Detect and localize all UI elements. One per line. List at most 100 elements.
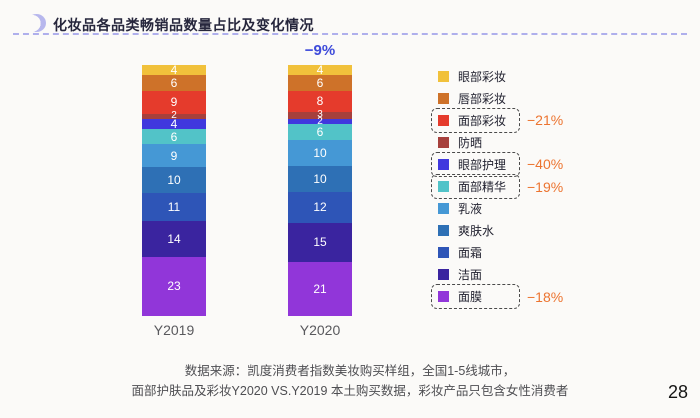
legend-item-face-cream: 面霜: [431, 242, 563, 264]
legend-swatch-lotion: [438, 203, 449, 215]
legend-box-eye-makeup: 眼部彩妆: [431, 64, 520, 89]
legend-swatch-face-mask: [438, 291, 449, 303]
bar-value-label: 23: [167, 279, 181, 294]
bar-value-label: 10: [167, 173, 181, 188]
bar-segment-cleanser: 14: [142, 221, 206, 258]
change-label-face-makeup: −21%: [527, 112, 564, 129]
legend-box-lip-makeup: 唇部彩妆: [431, 86, 520, 111]
bar-value-label: 4: [170, 116, 178, 131]
legend-box-cleanser: 洁面: [431, 262, 520, 287]
bar-segment-face-cream: 12: [288, 191, 352, 223]
bar-value-label: 2: [171, 110, 177, 122]
legend-box-toner: 爽肤水: [431, 218, 520, 243]
legend-swatch-eye-care: [438, 158, 449, 170]
bar-segment-face-cream: 11: [142, 193, 206, 222]
bar-value-label: 10: [313, 171, 327, 186]
category-label-y2020: Y2020: [299, 322, 341, 338]
legend-box-lotion: 乳液: [431, 196, 520, 221]
stacked-bar-y2020: 4 6 8 3 2 6 10 10 12 15 21: [288, 63, 352, 316]
legend-label-face-cream: 面霜: [458, 246, 483, 261]
total-change-label: −9%: [304, 42, 336, 59]
bar-value-label: 10: [313, 145, 327, 160]
legend-item-lip-makeup: 唇部彩妆: [431, 87, 563, 109]
legend-swatch-eye-makeup: [438, 70, 449, 82]
legend-label-face-serum: 面部精华: [458, 180, 507, 195]
dashed-separator: [13, 33, 687, 35]
bar-segment-face-makeup: 8: [288, 90, 352, 112]
bar-value-label: 6: [170, 129, 178, 144]
bar-segment-face-mask: 23: [142, 257, 206, 316]
change-label-face-serum: −19%: [527, 178, 564, 195]
bar-value-label: 4: [170, 63, 178, 78]
legend-box-face-makeup: 面部彩妆: [431, 107, 520, 133]
legend-item-cleanser: 洁面: [431, 264, 563, 286]
legend-box-eye-care: 眼部护理: [431, 151, 520, 177]
legend-item-eye-care: 眼部护理 −40%: [431, 151, 564, 177]
legend-item-face-makeup: 面部彩妆 −21%: [431, 107, 564, 133]
legend-box-face-cream: 面霜: [431, 240, 520, 265]
page-title: 化妆品各品类畅销品数量占比及变化情况: [53, 17, 314, 33]
legend-label-toner: 爽肤水: [458, 224, 495, 239]
data-source-line-1: 数据来源：凯度消费者指数美妆购买样组，全国1-5线城市，: [184, 364, 516, 378]
bar-value-label: 14: [167, 232, 181, 247]
category-label-y2019: Y2019: [153, 322, 195, 338]
bar-segment-lotion: 9: [142, 144, 206, 168]
legend-swatch-face-serum: [438, 181, 449, 193]
bar-segment-lip-makeup: 6: [142, 75, 206, 91]
legend-label-sunscreen: 防晒: [458, 135, 483, 150]
bar-segment-face-serum: 6: [142, 128, 206, 145]
bar-segment-toner: 10: [288, 165, 352, 192]
bar-segment-eye-care: 4: [142, 116, 206, 131]
bar-segment-eye-makeup: 4: [288, 63, 352, 78]
bar-value-label: 6: [316, 76, 324, 91]
bar-value-label: 4: [316, 63, 324, 78]
legend-box-face-mask: 面膜: [431, 284, 520, 310]
stacked-bar-y2019: 4 6 9 2 4 6 9 10 11 14 23: [142, 63, 206, 316]
legend-swatch-sunscreen: [438, 136, 449, 148]
legend-item-face-mask: 面膜 −18%: [431, 284, 564, 310]
legend-label-face-mask: 面膜: [458, 290, 483, 305]
change-label-face-mask: −18%: [527, 288, 564, 305]
page-number: 28: [667, 382, 688, 402]
legend-swatch-cleanser: [438, 269, 449, 281]
bar-value-label: 21: [313, 281, 327, 296]
bar-segment-eye-care: 2: [288, 115, 352, 127]
legend-swatch-toner: [438, 225, 449, 237]
bar-segment-sunscreen: 3: [288, 109, 352, 121]
bar-value-label: 9: [170, 95, 178, 110]
bar-segment-lotion: 10: [288, 139, 352, 166]
change-label-eye-care: −40%: [527, 156, 564, 173]
bar-segment-lip-makeup: 6: [288, 75, 352, 91]
legend-label-eye-care: 眼部护理: [458, 157, 507, 172]
legend-item-face-serum: 面部精华 −19%: [431, 174, 564, 200]
bar-segment-face-mask: 21: [288, 261, 352, 316]
legend-swatch-face-makeup: [438, 114, 449, 126]
bar-segment-sunscreen: 2: [142, 110, 206, 122]
bar-value-label: 12: [313, 200, 327, 215]
legend-label-face-makeup: 面部彩妆: [458, 113, 507, 128]
bar-value-label: 15: [313, 235, 327, 250]
bar-value-label: 9: [170, 148, 178, 163]
legend-swatch-lip-makeup: [438, 92, 449, 104]
bar-segment-eye-makeup: 4: [142, 63, 206, 78]
data-source-line-2: 面部护肤品及彩妆Y2020 VS.Y2019 本土购买数据，彩妆产品只包含女性消…: [131, 384, 569, 398]
bar-segment-face-serum: 6: [288, 124, 352, 140]
data-source-note: 数据来源：凯度消费者指数美妆购买样组，全国1-5线城市， 面部护肤品及彩妆Y20…: [0, 361, 700, 401]
legend-box-face-serum: 面部精华: [431, 174, 520, 200]
moon-icon: [27, 14, 46, 32]
legend-item-lotion: 乳液: [431, 198, 563, 220]
bar-value-label: 2: [317, 115, 323, 127]
legend-label-lip-makeup: 唇部彩妆: [458, 91, 507, 106]
legend: 眼部彩妆 唇部彩妆 面部彩妆 −21% 防晒 眼部护理 −40% 面部精华 −19% 乳液 爽肤水面…: [431, 64, 564, 310]
bar-value-label: 8: [316, 94, 324, 109]
bar-value-label: 6: [316, 125, 324, 140]
bar-value-label: 6: [170, 75, 178, 90]
bar-segment-toner: 10: [142, 167, 206, 193]
legend-label-eye-makeup: 眼部彩妆: [458, 69, 507, 84]
bar-segment-cleanser: 15: [288, 222, 352, 262]
bar-segment-face-makeup: 9: [142, 90, 206, 114]
legend-box-sunscreen: 防晒: [431, 130, 520, 155]
bar-value-label: 3: [317, 109, 323, 121]
legend-label-cleanser: 洁面: [458, 268, 483, 283]
